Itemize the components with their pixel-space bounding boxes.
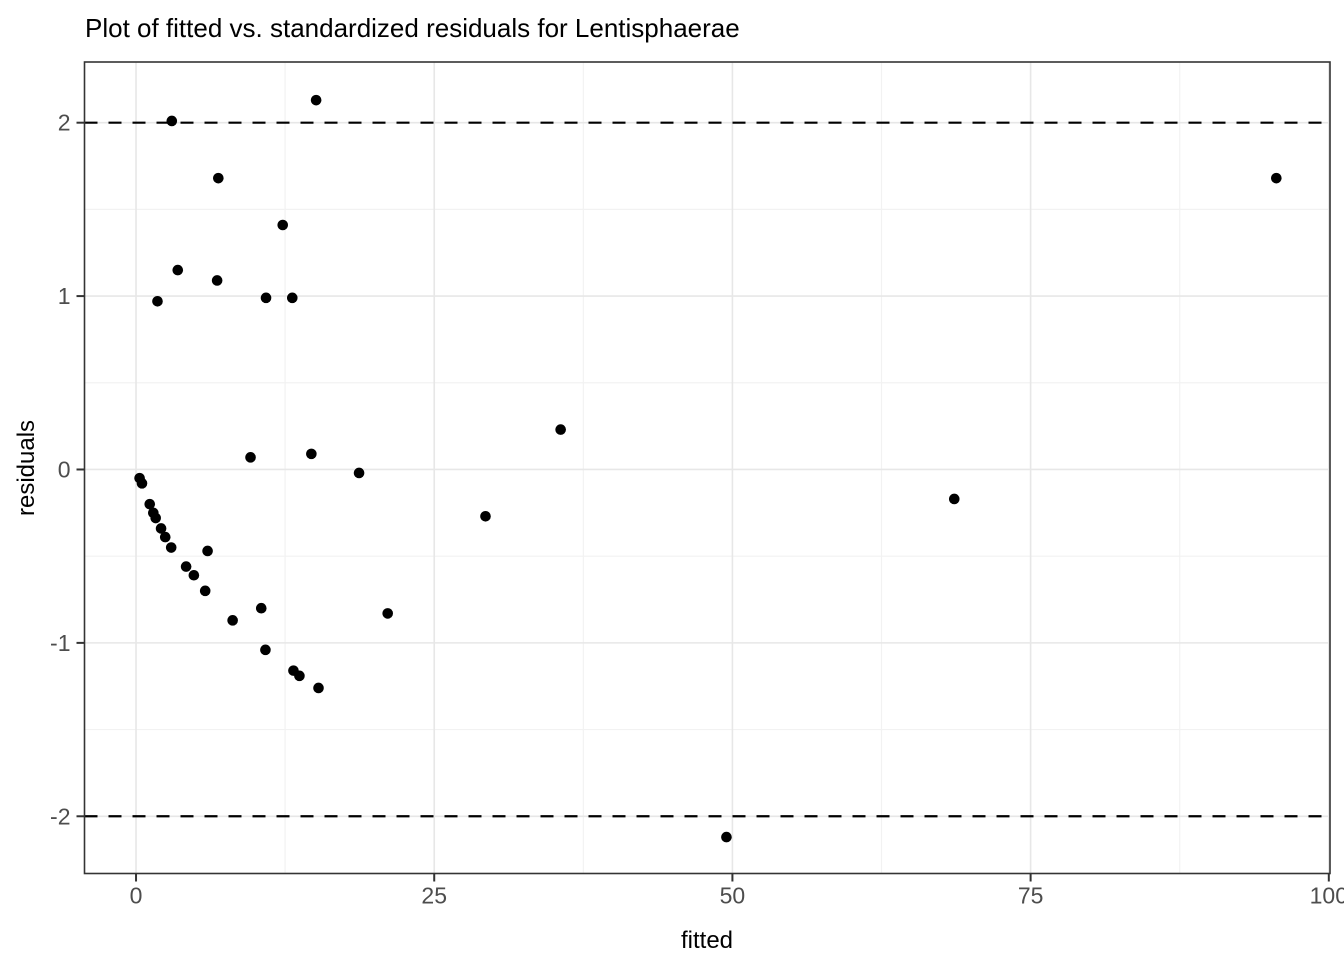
data-point	[152, 295, 163, 307]
data-point	[306, 448, 317, 460]
data-point	[721, 831, 732, 843]
data-point	[155, 523, 167, 534]
data-point	[245, 452, 256, 463]
x-tick-label: 50	[720, 883, 746, 909]
y-tick-label: -1	[50, 630, 70, 656]
x-tick-label: 75	[1018, 883, 1044, 909]
data-point	[202, 545, 213, 557]
y-axis-title: residuals	[13, 419, 40, 517]
data-point	[159, 531, 171, 543]
data-points	[134, 94, 1282, 843]
data-point	[180, 561, 192, 572]
data-point	[136, 478, 148, 489]
data-point	[313, 682, 324, 694]
data-point	[211, 275, 223, 286]
y-tick-label: 0	[58, 456, 71, 482]
grid-major	[84, 62, 1330, 874]
data-point	[260, 644, 271, 656]
data-point	[286, 292, 298, 304]
data-point	[144, 498, 156, 510]
x-tick-label: 100	[1310, 883, 1344, 909]
data-point	[172, 264, 184, 276]
data-point	[255, 602, 267, 614]
data-point	[555, 424, 566, 435]
y-tick-label: 2	[58, 110, 71, 136]
panel-border	[83, 61, 1331, 875]
data-point	[353, 467, 365, 479]
reference-lines	[84, 121, 1330, 818]
plot-title: Plot of fitted vs. standardized residual…	[85, 13, 740, 43]
y-tick-label: -2	[50, 803, 70, 829]
y-tick-label: 1	[58, 283, 71, 309]
data-point	[294, 670, 305, 682]
data-point	[213, 172, 224, 184]
grid-minor	[84, 62, 1330, 874]
x-tick-label: 25	[421, 883, 447, 909]
data-point	[166, 115, 178, 127]
data-point	[1271, 172, 1282, 184]
axis-ticks: 0 25 50 75 100 -2 -1 0 1 2	[50, 110, 1344, 909]
data-point	[260, 292, 272, 304]
data-point	[480, 511, 491, 522]
data-point	[277, 219, 289, 231]
panel-background	[84, 62, 1330, 874]
data-point	[199, 585, 211, 597]
data-point	[948, 493, 960, 505]
data-point	[227, 615, 238, 626]
x-axis-title: fitted	[680, 927, 734, 954]
x-tick-label: 0	[130, 883, 143, 909]
data-point	[165, 542, 177, 553]
data-point	[382, 608, 394, 619]
data-point	[150, 512, 162, 524]
data-point	[310, 94, 322, 106]
data-point	[188, 569, 200, 581]
